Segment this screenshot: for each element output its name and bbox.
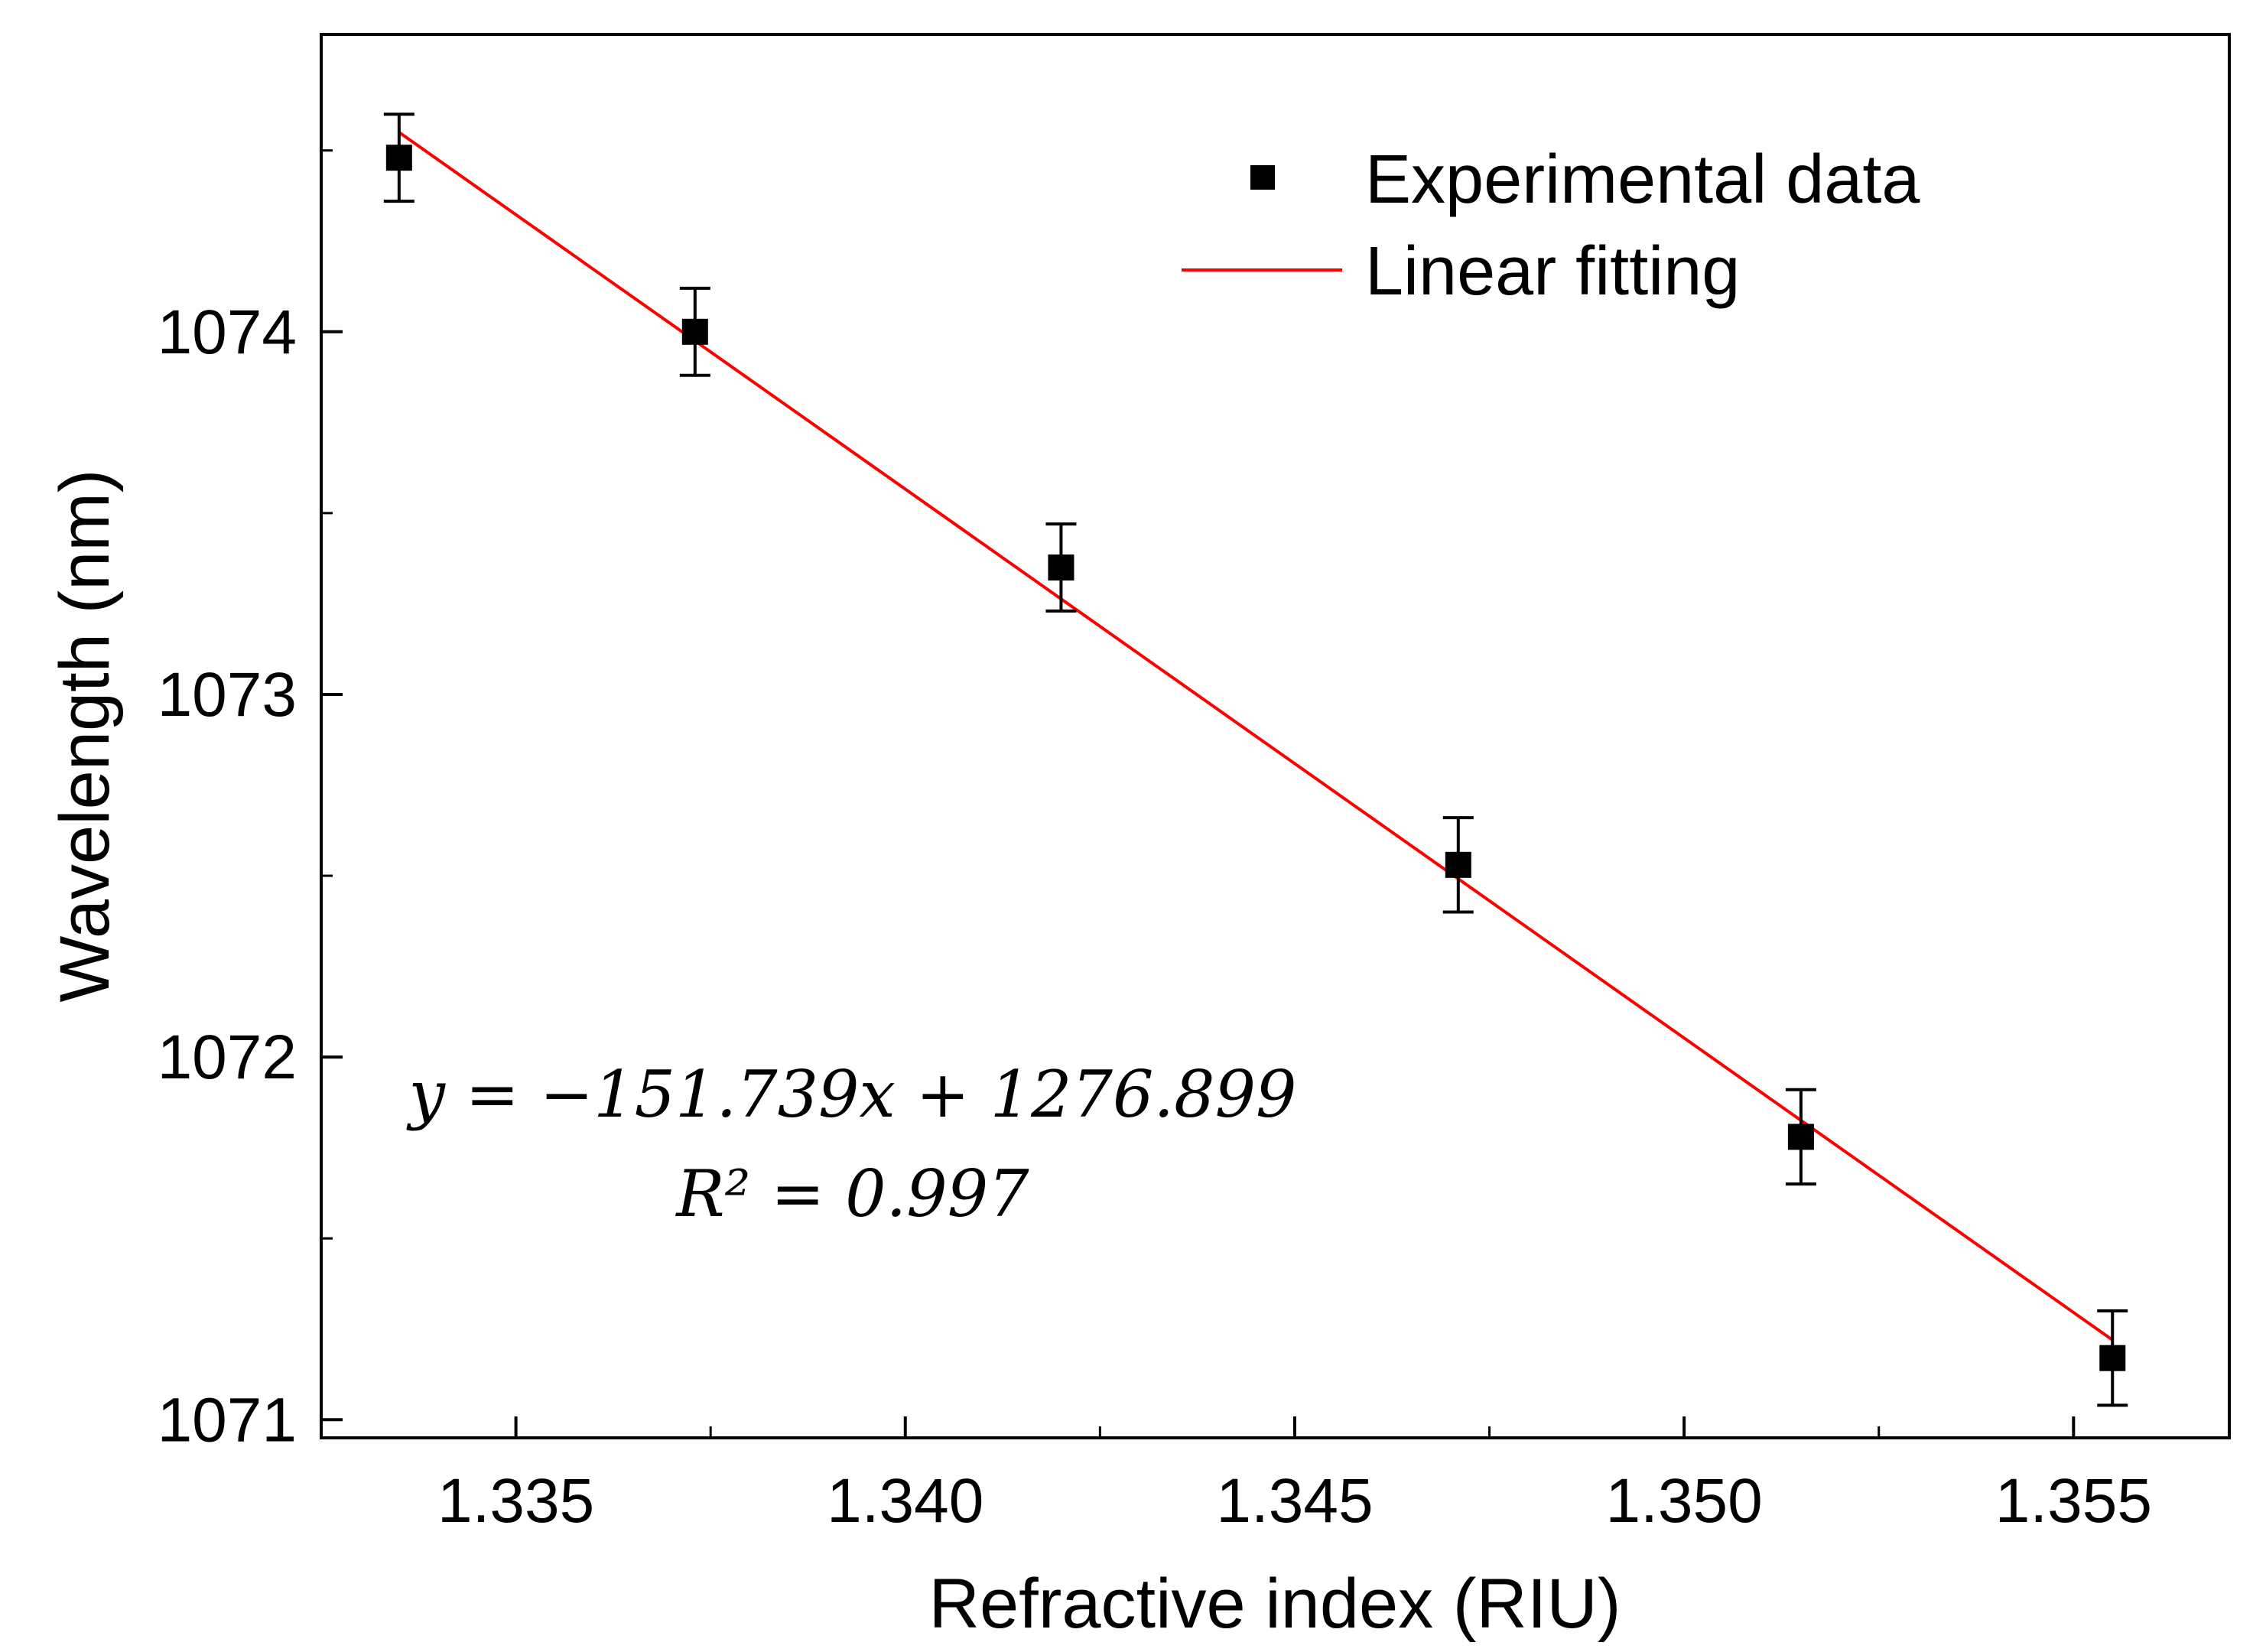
data-point	[2097, 1309, 2128, 1407]
data-point	[383, 112, 415, 203]
fit-line	[398, 131, 2114, 1341]
fit-line-layer	[398, 131, 2114, 1341]
r-squared: R² = 0.997	[675, 1156, 1029, 1231]
data-point	[1442, 816, 1474, 914]
legend: Experimental data Linear fitting	[1182, 141, 1920, 310]
x-axis: 1.335 1.340 1.345 1.350 1.355	[320, 1416, 2152, 1536]
y-axis: 1071 1072 1073 1074	[158, 149, 343, 1455]
legend-marker-experimental	[1250, 165, 1275, 190]
data-marker	[2099, 1345, 2126, 1371]
x-tick-label: 1.355	[1995, 1466, 2152, 1536]
x-axis-title: Refractive index (RIU)	[929, 1565, 1621, 1643]
data-marker	[681, 318, 708, 345]
fit-equation: y = −151.739x + 1276.899	[406, 1057, 1297, 1132]
data-marker	[1787, 1124, 1814, 1150]
data-marker	[1048, 554, 1074, 581]
x-tick-label: 1.345	[1216, 1466, 1373, 1536]
plot-frame	[320, 33, 2231, 1439]
y-tick-label: 1073	[158, 660, 297, 730]
x-tick-label: 1.350	[1606, 1466, 1763, 1536]
data-point	[679, 286, 710, 377]
data-points-layer	[383, 112, 2128, 1407]
x-tick-label: 1.340	[827, 1466, 983, 1536]
y-tick-label: 1071	[158, 1385, 297, 1455]
legend-label-fit: Linear fitting	[1365, 233, 1740, 310]
data-marker	[385, 145, 412, 171]
x-tick-label: 1.335	[437, 1466, 594, 1536]
y-tick-label: 1072	[158, 1023, 297, 1092]
data-marker	[1445, 851, 1471, 878]
y-tick-label: 1074	[158, 298, 297, 367]
data-point	[1045, 522, 1077, 613]
data-point	[1785, 1088, 1816, 1186]
y-axis-title: Wavelength (nm)	[46, 469, 124, 1002]
legend-label-experimental: Experimental data	[1365, 141, 1920, 218]
